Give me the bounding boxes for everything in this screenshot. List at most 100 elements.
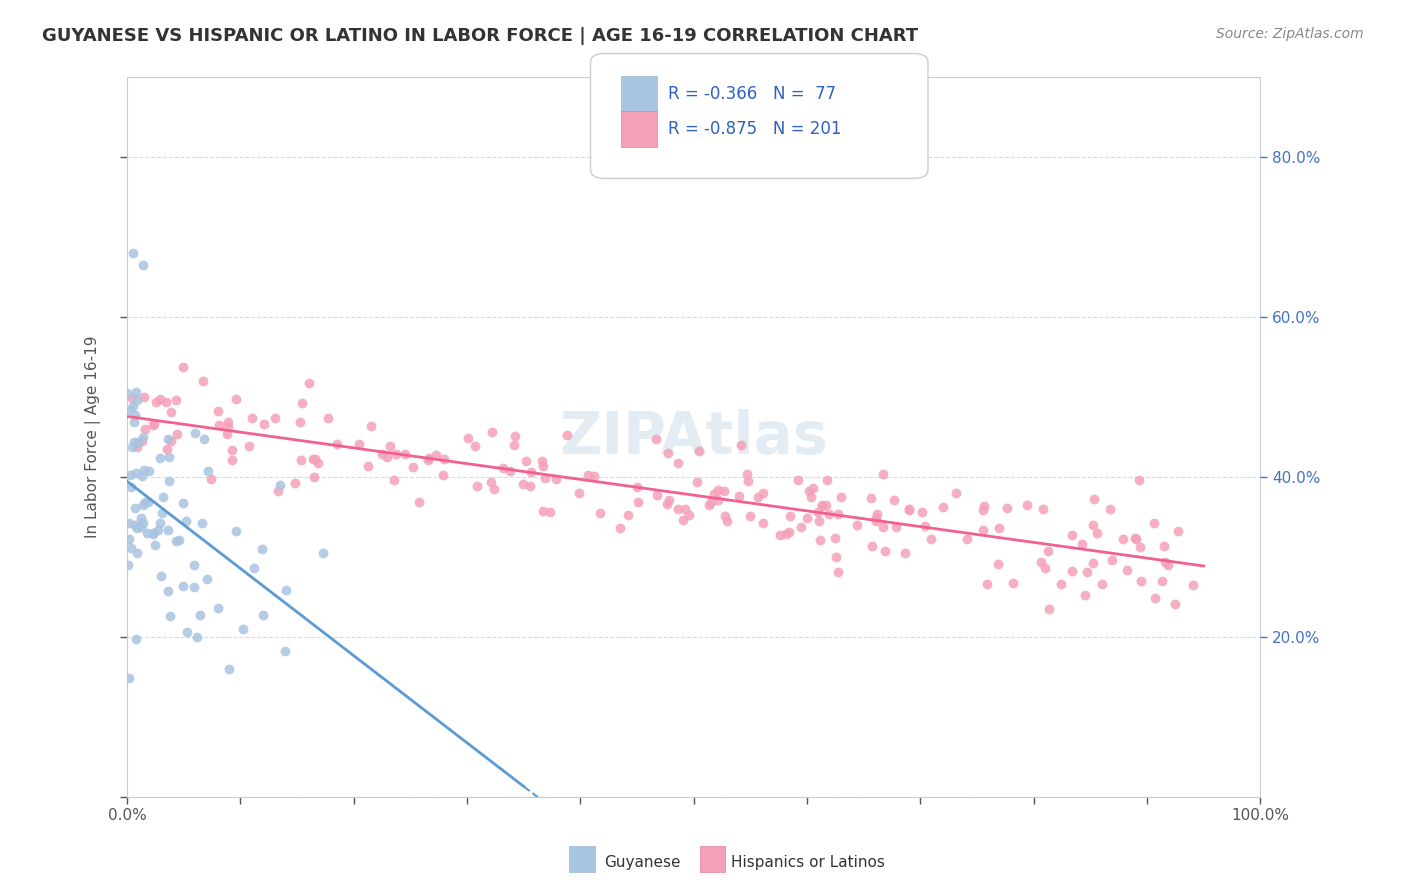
Point bbox=[914, 518, 936, 533]
Point bbox=[1074, 588, 1097, 602]
Point bbox=[1049, 577, 1071, 591]
Point bbox=[142, 417, 165, 432]
Point bbox=[1101, 553, 1123, 567]
Point bbox=[538, 505, 561, 519]
Point bbox=[479, 475, 502, 490]
Point bbox=[217, 426, 239, 441]
Point bbox=[976, 577, 998, 591]
Point bbox=[811, 500, 834, 514]
Point bbox=[1076, 566, 1098, 580]
Point bbox=[183, 558, 205, 573]
Point bbox=[252, 608, 274, 623]
Point bbox=[127, 546, 149, 560]
Point bbox=[534, 471, 557, 485]
Point bbox=[626, 495, 648, 509]
Point bbox=[401, 460, 423, 475]
Point bbox=[152, 506, 174, 520]
Point bbox=[747, 490, 769, 504]
Point bbox=[738, 509, 761, 524]
Point bbox=[1035, 561, 1057, 575]
Point bbox=[253, 417, 276, 432]
Point bbox=[118, 403, 141, 417]
Point bbox=[190, 608, 212, 623]
Point bbox=[117, 672, 139, 686]
Point bbox=[530, 453, 553, 467]
Point bbox=[808, 533, 831, 547]
Point bbox=[142, 527, 165, 541]
Point bbox=[645, 488, 668, 502]
Point bbox=[786, 473, 808, 487]
Point bbox=[118, 532, 141, 546]
Point bbox=[408, 495, 430, 509]
Point bbox=[156, 442, 179, 456]
Point bbox=[197, 464, 219, 478]
Point bbox=[818, 507, 841, 521]
Point bbox=[464, 439, 486, 453]
Point bbox=[418, 450, 440, 465]
Point bbox=[700, 495, 723, 509]
Point bbox=[124, 501, 146, 516]
Point bbox=[176, 625, 198, 640]
Point bbox=[728, 489, 751, 503]
Point bbox=[290, 453, 312, 467]
Point bbox=[678, 508, 700, 522]
Point bbox=[972, 523, 994, 537]
Point bbox=[920, 532, 942, 546]
Point bbox=[302, 452, 325, 467]
Point bbox=[1083, 492, 1105, 507]
Point bbox=[183, 580, 205, 594]
Point bbox=[118, 516, 141, 530]
Point bbox=[149, 568, 172, 582]
Point bbox=[1091, 577, 1114, 591]
Point bbox=[883, 492, 905, 507]
Point bbox=[1099, 501, 1122, 516]
Point bbox=[291, 396, 314, 410]
Point bbox=[125, 632, 148, 646]
Text: GUYANESE VS HISPANIC OR LATINO IN LABOR FORCE | AGE 16-19 CORRELATION CHART: GUYANESE VS HISPANIC OR LATINO IN LABOR … bbox=[42, 27, 918, 45]
Point bbox=[825, 549, 848, 564]
Point bbox=[703, 486, 725, 500]
Point bbox=[1163, 598, 1185, 612]
Point bbox=[160, 434, 183, 448]
Point bbox=[208, 417, 231, 432]
Point bbox=[865, 514, 887, 528]
Point bbox=[131, 511, 153, 525]
Point bbox=[134, 422, 156, 436]
Point bbox=[132, 462, 155, 476]
Point bbox=[1144, 591, 1167, 605]
Point bbox=[117, 558, 139, 572]
Point bbox=[118, 468, 141, 483]
Point bbox=[172, 579, 194, 593]
Point bbox=[583, 468, 606, 483]
Text: ZIPAtlas: ZIPAtlas bbox=[560, 409, 828, 466]
Point bbox=[815, 473, 838, 487]
Point bbox=[531, 458, 554, 473]
Point bbox=[160, 405, 183, 419]
Point bbox=[143, 417, 166, 432]
Point bbox=[143, 538, 166, 552]
Point bbox=[304, 452, 326, 467]
Point bbox=[159, 609, 181, 624]
Point bbox=[152, 491, 174, 505]
Point bbox=[1017, 498, 1039, 512]
Point bbox=[298, 376, 321, 391]
Point bbox=[225, 392, 247, 406]
Point bbox=[626, 480, 648, 494]
Point bbox=[956, 533, 979, 547]
Point bbox=[810, 499, 832, 513]
Point bbox=[1129, 541, 1152, 555]
Point bbox=[326, 437, 349, 451]
Point bbox=[218, 662, 240, 676]
Point bbox=[155, 395, 177, 409]
Point bbox=[796, 511, 818, 525]
Point bbox=[995, 501, 1018, 516]
Point bbox=[377, 450, 399, 464]
Point bbox=[134, 494, 156, 508]
Point bbox=[349, 437, 371, 451]
Point bbox=[174, 514, 197, 528]
Point bbox=[1153, 555, 1175, 569]
Point bbox=[121, 246, 143, 260]
Point bbox=[149, 392, 172, 407]
Point bbox=[200, 472, 222, 486]
Point bbox=[357, 459, 380, 474]
